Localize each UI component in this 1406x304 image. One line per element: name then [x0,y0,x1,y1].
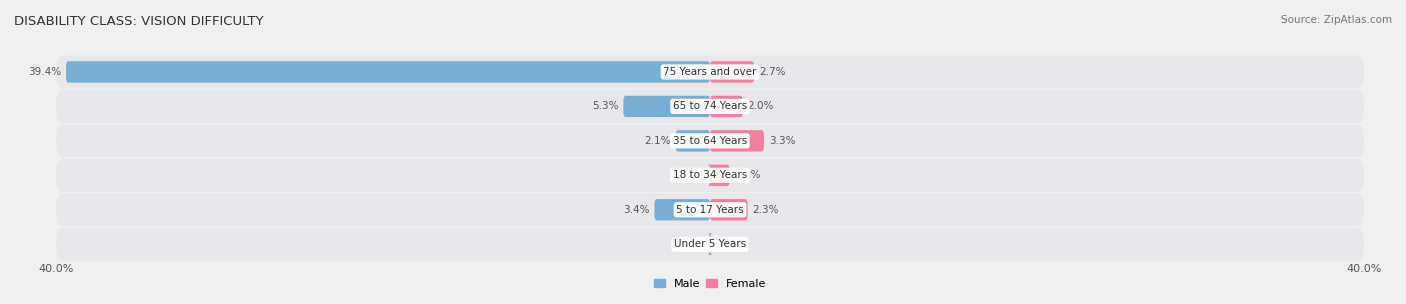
Text: 0.0%: 0.0% [714,239,741,249]
Text: 2.7%: 2.7% [759,67,786,77]
Text: 2.0%: 2.0% [748,102,773,111]
FancyBboxPatch shape [710,61,754,83]
FancyBboxPatch shape [710,96,742,117]
FancyBboxPatch shape [707,233,713,255]
FancyBboxPatch shape [56,124,1364,157]
Text: 0.0%: 0.0% [679,239,706,249]
FancyBboxPatch shape [654,199,710,220]
Text: DISABILITY CLASS: VISION DIFFICULTY: DISABILITY CLASS: VISION DIFFICULTY [14,15,264,28]
FancyBboxPatch shape [623,96,710,117]
Text: 75 Years and over: 75 Years and over [664,67,756,77]
FancyBboxPatch shape [707,233,713,255]
Text: 65 to 74 Years: 65 to 74 Years [673,102,747,111]
Text: 2.1%: 2.1% [644,136,671,146]
FancyBboxPatch shape [676,130,710,151]
FancyBboxPatch shape [710,199,748,220]
FancyBboxPatch shape [56,193,1364,226]
FancyBboxPatch shape [66,61,710,83]
Text: 3.4%: 3.4% [623,205,650,215]
Text: Under 5 Years: Under 5 Years [673,239,747,249]
FancyBboxPatch shape [56,228,1364,261]
Text: 1.2%: 1.2% [734,170,761,180]
FancyBboxPatch shape [710,130,763,151]
FancyBboxPatch shape [56,55,1364,88]
FancyBboxPatch shape [56,159,1364,192]
FancyBboxPatch shape [56,90,1364,123]
Text: 35 to 64 Years: 35 to 64 Years [673,136,747,146]
Text: 5.3%: 5.3% [592,102,619,111]
Text: 2.3%: 2.3% [752,205,779,215]
FancyBboxPatch shape [710,165,730,186]
Text: 39.4%: 39.4% [28,67,60,77]
Text: 3.3%: 3.3% [769,136,796,146]
Text: Source: ZipAtlas.com: Source: ZipAtlas.com [1281,15,1392,25]
Legend: Male, Female: Male, Female [650,274,770,293]
Text: 0.0%: 0.0% [679,170,706,180]
Text: 18 to 34 Years: 18 to 34 Years [673,170,747,180]
Text: 5 to 17 Years: 5 to 17 Years [676,205,744,215]
FancyBboxPatch shape [707,165,713,186]
